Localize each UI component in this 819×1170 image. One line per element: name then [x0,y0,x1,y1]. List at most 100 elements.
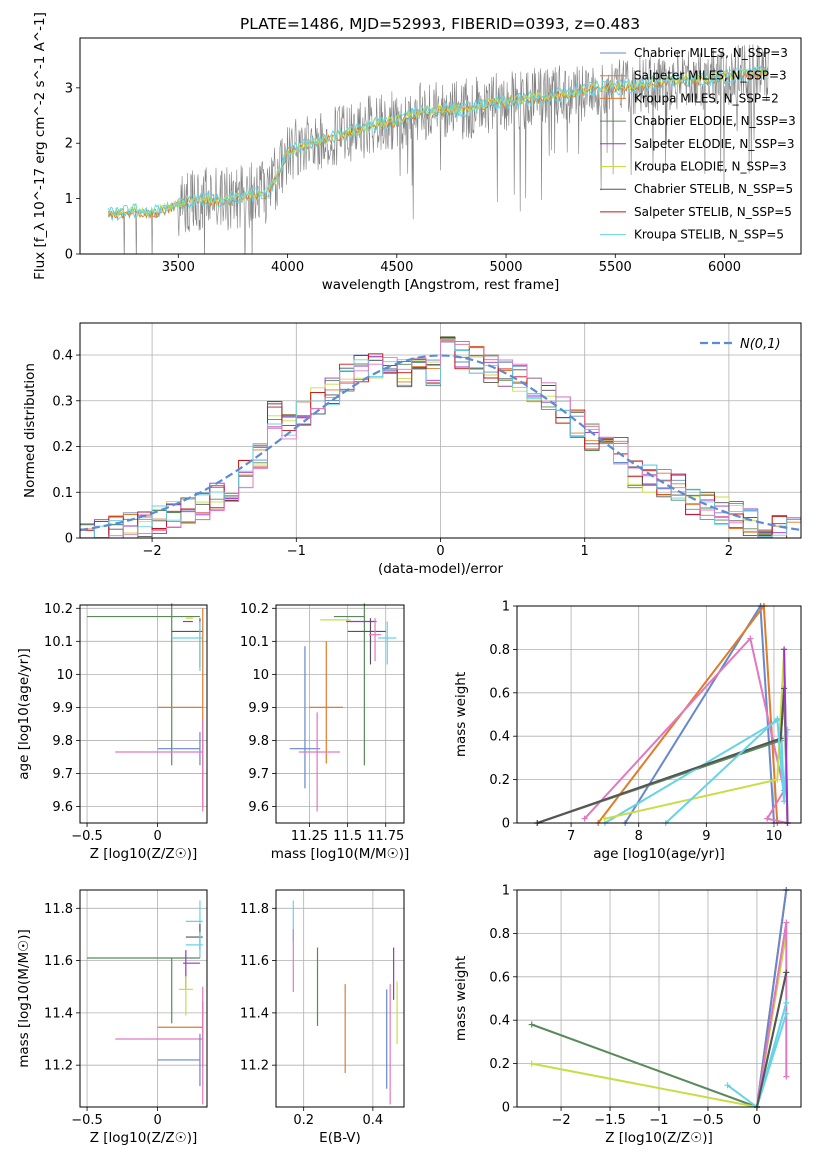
y-tick-label: 9.8 [52,734,73,749]
x-tick-label: −1 [649,1113,668,1128]
x-tick-label: 1 [581,544,589,559]
y-tick-label: 10 [56,668,73,683]
x-tick-label: 6000 [708,260,741,275]
weight-line [536,688,786,824]
legend-label: Kroupa MILES, N_SSP=2 [634,91,779,105]
x-tick-label: −2 [551,1113,570,1128]
y-axis-label: age [log10(age/yr)] [16,648,32,780]
axes-frame [79,889,208,1108]
x-tick-label: 11.75 [367,829,404,844]
legend-label: Kroupa ELODIE, N_SSP=3 [634,160,787,174]
y-tick-label: 9.7 [248,767,269,782]
y-tick-label: 10.1 [240,635,269,650]
axes-frame [79,604,208,824]
y-tick-label: 9.8 [248,734,269,749]
x-axis-label: age [log10(age/yr)] [593,846,725,862]
y-tick-label: 11.8 [240,902,269,917]
y-tick-label: 0.8 [489,643,510,658]
x-tick-label: 5500 [599,260,632,275]
y-tick-label: 0 [502,1101,510,1116]
axes-frame [516,605,802,824]
x-tick-label: 5000 [489,260,522,275]
axes-frame [79,37,802,255]
y-axis-label: Flux [f_λ 10^-17 erg cm^-2 s^-1 A^-1] [32,12,48,280]
y-tick-label: 10 [252,668,269,683]
histogram-step-line [80,340,801,539]
y-axis-label: mass weight [453,672,469,757]
x-tick-label: 2 [725,544,733,559]
spectrum-data-line [108,44,769,254]
y-tick-label: 9.9 [248,701,269,716]
y-tick-label: 9.6 [52,800,73,815]
y-tick-label: 11.4 [44,1006,73,1021]
normal-curve [79,354,802,532]
weight-marker [747,635,754,642]
x-tick-label: −0.5 [71,1113,103,1128]
weight-marker [764,815,771,822]
y-tick-label: 3 [65,81,73,96]
y-tick-label: 11.6 [240,954,269,969]
legend-label: Salpeter ELODIE, N_SSP=3 [634,137,795,151]
y-tick-label: 0.2 [489,1057,510,1072]
y-tick-label: 11.2 [44,1059,73,1074]
y-tick-label: 9.7 [52,767,73,782]
x-tick-label: 0 [753,1113,761,1128]
weight-marker [783,969,790,976]
x-tick-label: 11.5 [333,829,362,844]
weight-line [755,1013,788,1108]
legend-label: Chabrier ELODIE, N_SSP=3 [634,114,796,128]
weight-marker [774,776,781,783]
weight-marker [581,815,588,822]
figure-title: PLATE=1486, MJD=52993, FIBERID=0393, z=0… [240,15,640,33]
weight-line [755,972,788,1108]
x-tick-label: 10 [766,829,783,844]
y-tick-label: 2 [65,137,73,152]
y-tick-label: 10.2 [240,602,269,617]
weight-marker [783,1010,790,1017]
y-tick-label: 0 [65,532,73,547]
y-tick-label: 11.8 [44,902,73,917]
weight-marker [724,1082,731,1089]
y-tick-label: 0.8 [489,927,510,942]
weight-marker [781,646,788,653]
y-tick-label: 0.4 [52,349,73,364]
x-axis-label: Z [log10(Z/Z☉)] [90,1130,198,1146]
axes-frame [79,322,802,539]
panel-age_vs_Z: −0.5 0 9.6 9.7 9.8 9.9 10 10.1 10.2 Z [log10(Z/Z☉… [16,602,208,862]
axes-frame [516,889,802,1108]
x-tick-label: 0 [153,1113,161,1128]
y-tick-label: 0.4 [489,730,510,745]
y-tick-label: 0 [65,248,73,263]
panel-residuals: −2 −1 0 1 2 0 0.1 0.2 0.3 0.4 (data-model)/error No… [22,322,802,577]
axes-frame [275,604,405,824]
y-tick-label: 0.1 [52,486,73,501]
x-axis-label: mass [log10(M/M☉)] [271,846,410,862]
legend-label: Chabrier MILES, N_SSP=3 [634,46,788,60]
x-tick-label: 9 [702,829,710,844]
y-tick-label: 11.4 [240,1006,269,1021]
x-tick-label: −1.5 [594,1113,626,1128]
spectrum-model-line [107,67,769,220]
panel-spectrum: 3500 4000 4500 5000 5500 6000 0 1 2 3 wavelength [… [32,12,802,293]
y-tick-label: 10.1 [44,635,73,650]
spectrum-legend: Chabrier MILES, N_SSP=3 Salpeter MILES, N… [600,46,796,242]
x-tick-label: −0.5 [692,1113,724,1128]
x-tick-label: −1 [287,544,306,559]
y-tick-label: 0.2 [489,773,510,788]
weight-marker [774,715,781,722]
weight-marker [528,1060,535,1067]
y-tick-label: 1 [502,600,510,615]
x-tick-label: 0 [436,544,444,559]
x-axis-label: E(B-V) [319,1130,361,1146]
weight-marker [783,919,790,926]
y-tick-label: 0.2 [52,440,73,455]
x-axis-label: wavelength [Angstrom, rest frame] [322,277,560,293]
y-tick-label: 0.3 [52,394,73,409]
legend-label: Salpeter MILES, N_SSP=3 [634,69,787,83]
weight-marker [601,815,608,822]
legend-label: N(0,1) [740,337,781,352]
y-axis-label: mass weight [453,956,469,1041]
y-tick-label: 0.6 [489,970,510,985]
panel-weight_vs_age: 7 8 9 10 0 0.2 0.4 0.6 0.8 1 age [log10(age/yr)] ma… [453,600,802,862]
